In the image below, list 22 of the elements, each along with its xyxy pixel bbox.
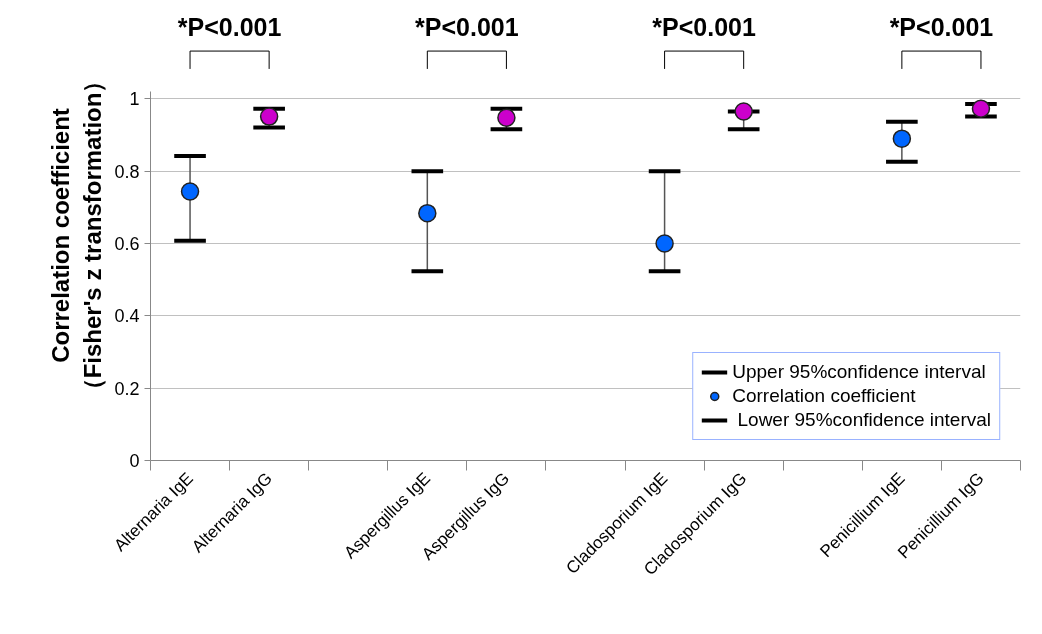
y-tick-label: 0.2 xyxy=(114,378,140,399)
y-tick-label: 0 xyxy=(129,451,140,471)
annotation: Upper 95%confidence interval xyxy=(732,361,986,383)
text: *P<0.001 xyxy=(889,13,994,42)
point xyxy=(180,182,200,201)
point xyxy=(259,107,279,126)
point xyxy=(497,108,516,127)
annotation: Lower 95%confidence interval xyxy=(736,409,991,431)
y-tick-label: 1 xyxy=(129,89,140,110)
y-tick-label: 0.4 xyxy=(114,306,140,327)
text: *P<0.001 xyxy=(415,13,519,42)
point xyxy=(734,102,753,121)
text: *P<0.001 xyxy=(177,13,282,42)
y-tick-label: 0.8 xyxy=(114,161,140,182)
y-tick-label: 0.6 xyxy=(114,234,140,255)
point xyxy=(971,99,991,118)
y-axis-title: Correlation coefficient （Fisher's z transformation） xyxy=(47,68,107,403)
legend-label: Correlation coefficient xyxy=(732,385,916,407)
text: *P<0.001 xyxy=(652,13,757,42)
point xyxy=(892,129,912,148)
point xyxy=(655,234,674,253)
point xyxy=(418,203,437,223)
